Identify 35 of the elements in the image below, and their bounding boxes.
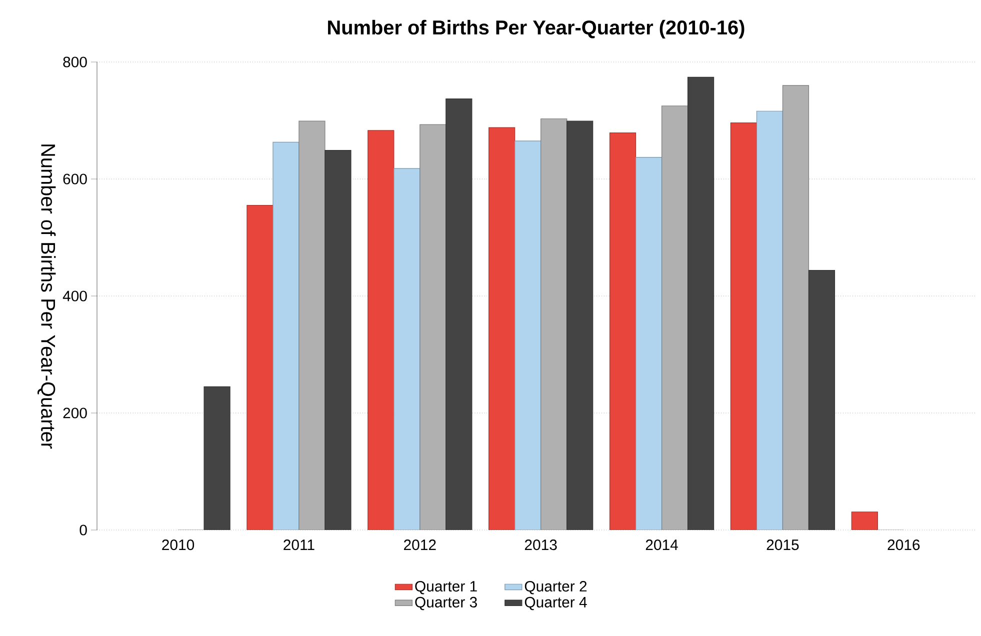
legend-label: Quarter 2 (524, 580, 587, 594)
bar (446, 98, 472, 530)
x-tick-label: 2013 (524, 540, 557, 550)
y-tick-label: 0 (80, 524, 87, 536)
bar (204, 386, 230, 530)
y-tick-label: 200 (63, 408, 87, 418)
bar (566, 120, 594, 530)
bar (368, 130, 394, 530)
x-tick-label: 2014 (646, 540, 678, 550)
bar (394, 168, 420, 530)
bar (730, 122, 758, 530)
x-tick-label: 2010 (162, 540, 194, 550)
bar (488, 127, 516, 530)
legend-label: Quarter 3 (415, 596, 477, 610)
y-axis-title: Number of Births Per Year-Quarter (38, 144, 56, 449)
bar (635, 157, 662, 530)
bar (756, 110, 784, 530)
bar (609, 132, 636, 530)
legend-label: Quarter 1 (415, 580, 477, 594)
bar (687, 76, 714, 530)
y-tick-label: 400 (62, 290, 87, 302)
chart-title: Number of Births Per Year-Quarter (2010-16) (328, 20, 744, 39)
y-tick-label: 800 (63, 56, 87, 68)
y-tick-label: 600 (63, 174, 87, 184)
x-tick-label: 2015 (766, 540, 799, 550)
bar (246, 205, 274, 530)
bar (514, 140, 542, 530)
x-tick-label: 2016 (888, 540, 920, 550)
legend-label: Quarter 4 (524, 596, 587, 610)
bar (324, 150, 352, 530)
bar (851, 512, 878, 530)
x-tick-label: 2011 (284, 540, 314, 550)
bar (272, 142, 300, 530)
bar (808, 270, 836, 530)
x-tick-label: 2012 (404, 540, 436, 550)
